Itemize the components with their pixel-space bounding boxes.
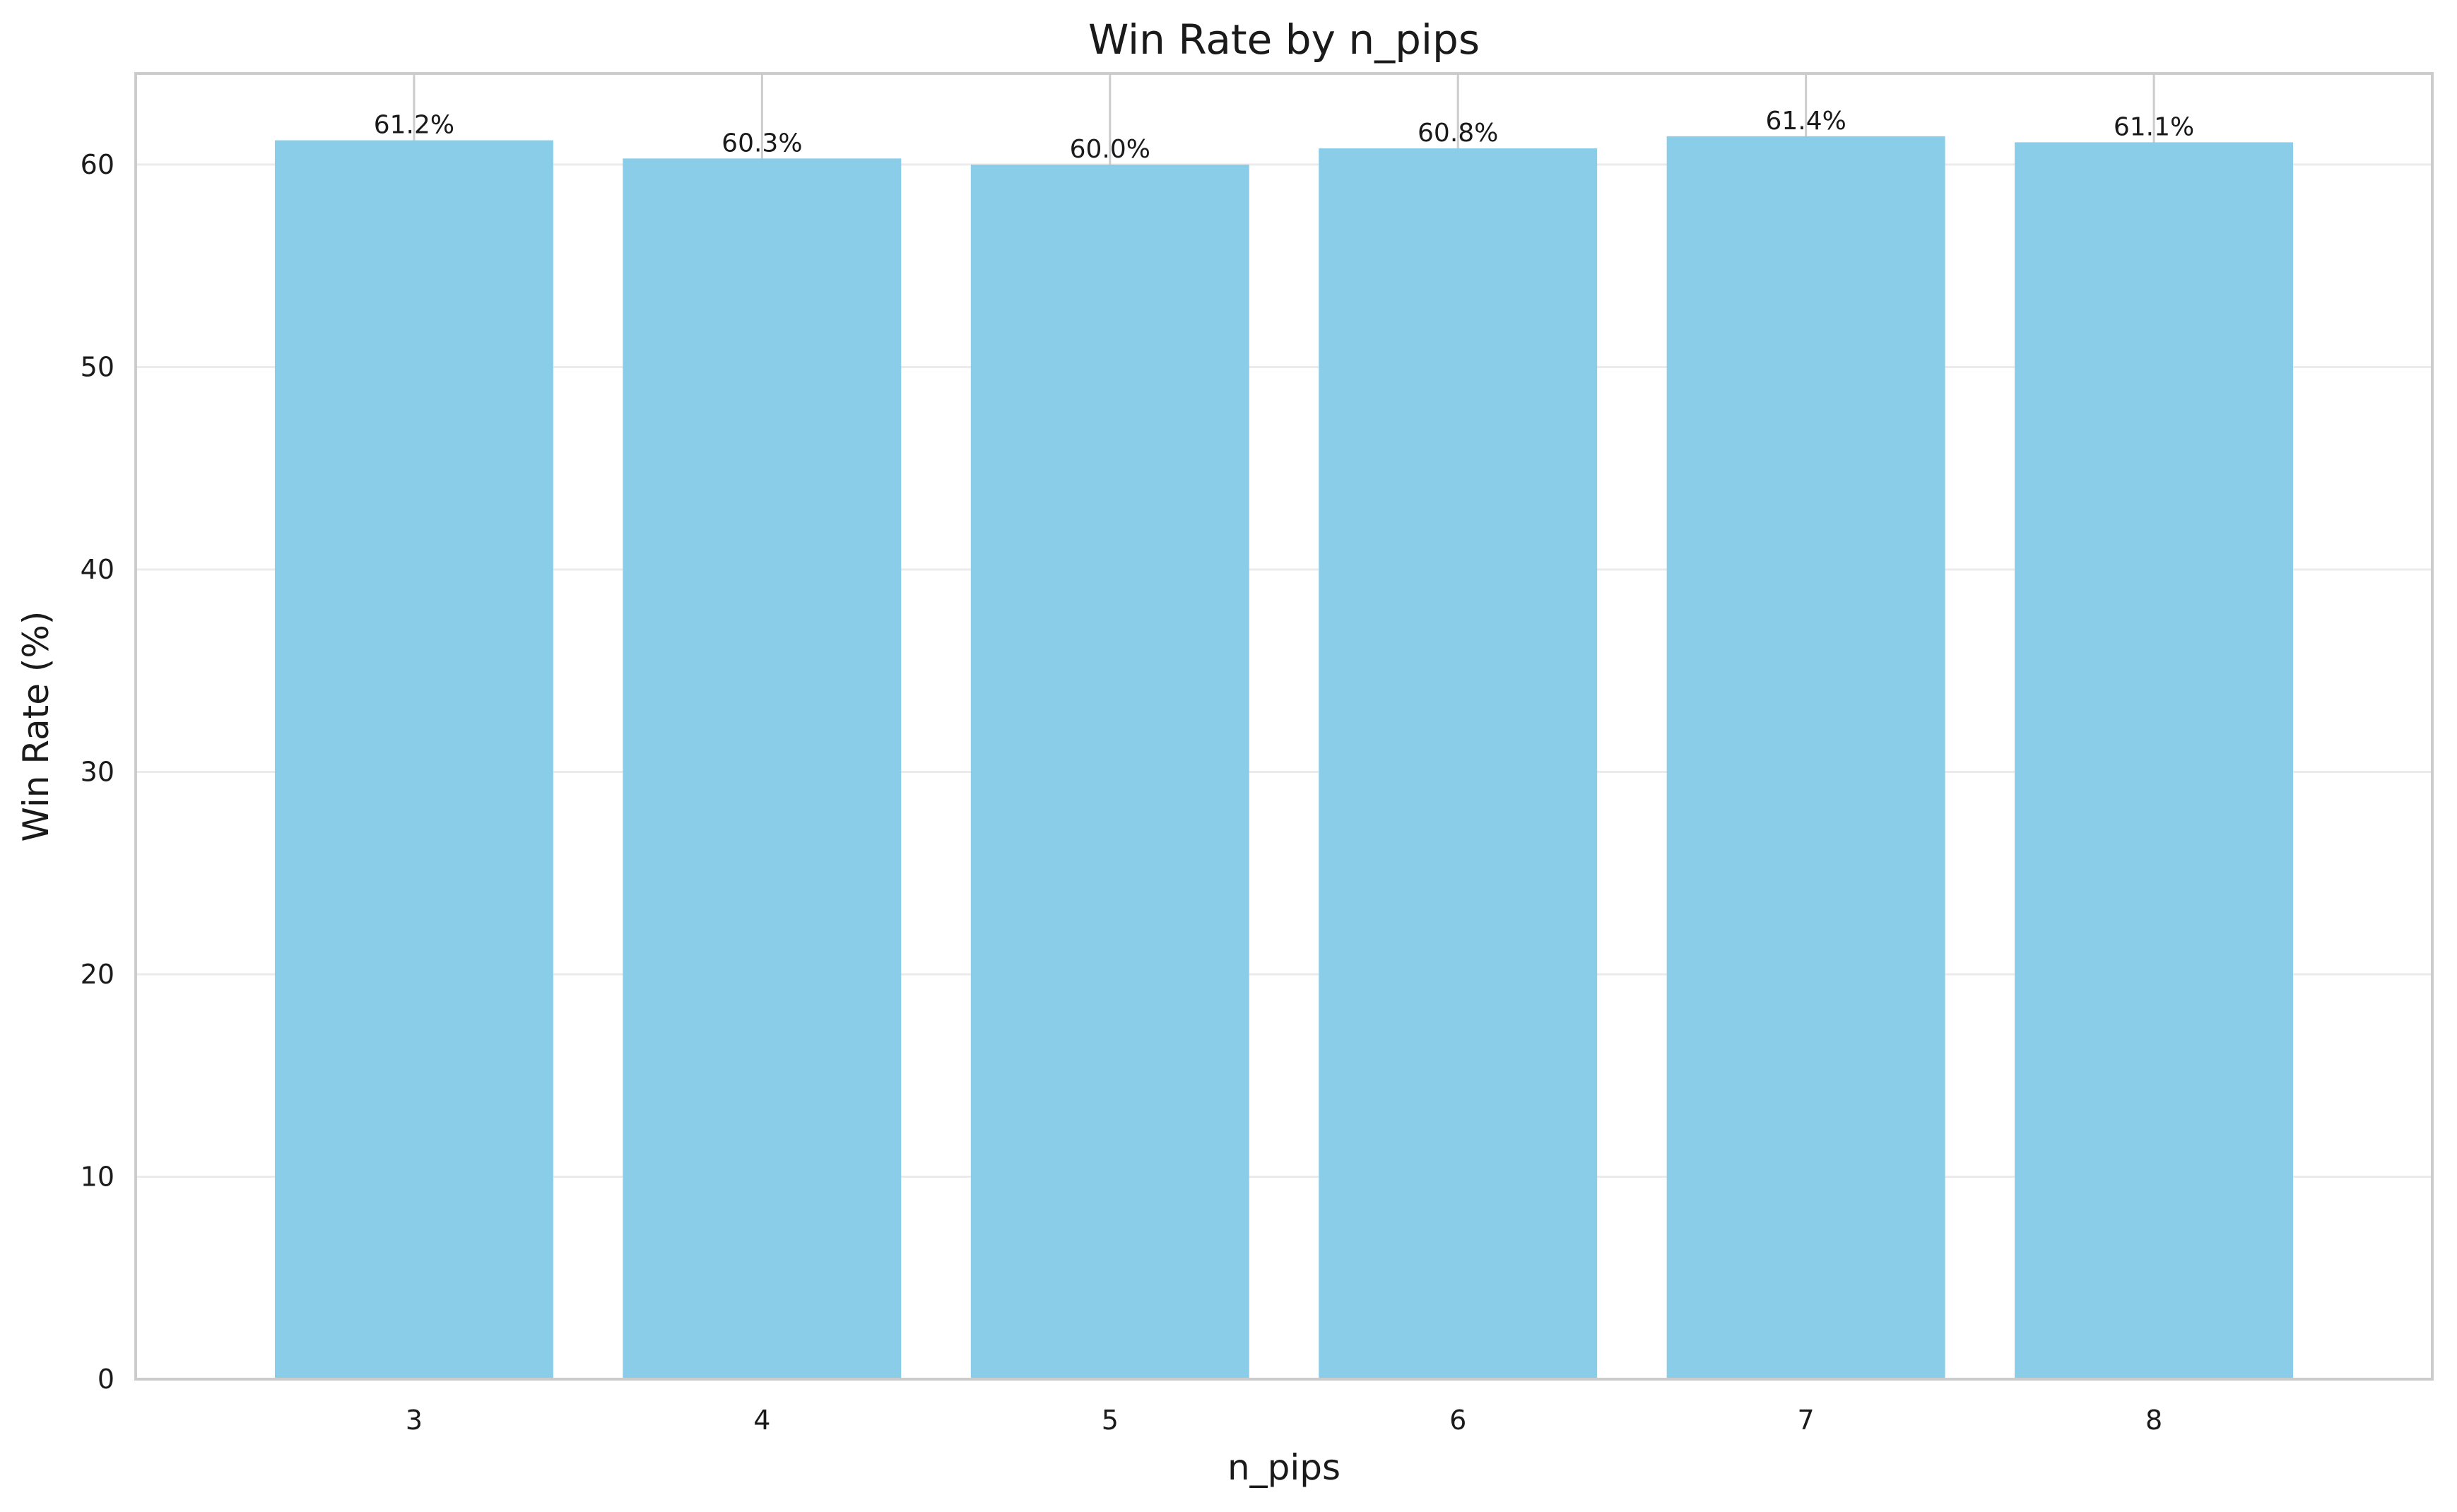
y-axis-ticks: 0 10 20 30 40 50 60 [81,149,114,1395]
bar-value-label: 60.3% [721,129,802,158]
bar-value-label: 61.4% [1765,107,1846,136]
bar-value-label: 60.8% [1418,119,1498,148]
bar-3 [274,140,553,1380]
y-axis-label: Win Rate (%) [16,611,57,842]
y-tick-label: 30 [81,756,114,787]
y-tick-label: 40 [81,554,114,585]
y-tick-label: 50 [81,351,114,382]
bar-value-label: 61.2% [374,111,454,140]
bar-value-label: 60.0% [1070,135,1150,164]
y-tick-label: 0 [98,1364,114,1395]
plot-frame [134,72,2434,1381]
x-tick-label: 6 [1449,1405,1466,1436]
bar-7 [1666,136,1945,1379]
y-tick-label: 10 [81,1161,114,1192]
y-tick-label: 60 [81,149,114,180]
x-tick-label: 8 [2145,1405,2162,1436]
x-axis-label: n_pips [1227,1447,1341,1488]
x-tick-label: 3 [406,1405,423,1436]
y-tick-label: 20 [81,959,114,990]
bar-5 [970,164,1249,1380]
chart-title: Win Rate by n_pips [1088,16,1480,64]
bar-8 [2015,142,2294,1380]
bar-4 [623,158,902,1380]
x-tick-label: 4 [753,1405,770,1436]
x-tick-label: 7 [1798,1405,1815,1436]
bars [274,136,2294,1380]
bar-value-label: 61.1% [2114,112,2194,141]
x-tick-label: 5 [1102,1405,1119,1436]
data-labels: 61.2% 60.3% 60.0% 60.8% 61.4% 61.1% [374,107,2194,164]
bar-6 [1319,148,1598,1380]
x-axis-ticks: 3 4 5 6 7 8 [406,1405,2162,1436]
